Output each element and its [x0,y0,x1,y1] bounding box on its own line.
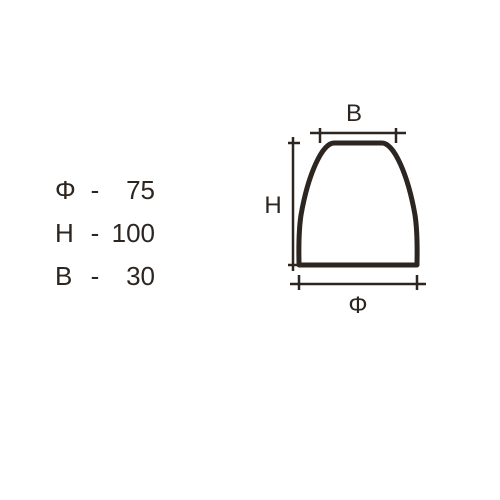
dimension-dash: - [85,261,105,292]
dimension-value-h: 100 [105,218,155,249]
dimension-row-h: H - 100 [55,218,155,249]
dimension-row-b: B - 30 [55,261,155,292]
dimension-row-phi: Φ - 75 [55,175,155,206]
technical-diagram: B H Φ [260,95,440,325]
dome-shape [299,143,417,265]
dimension-dash: - [85,218,105,249]
dimension-symbol-h: H [55,218,85,249]
h-label: H [264,192,281,219]
phi-label: Φ [348,292,367,319]
b-label: B [346,100,362,127]
dimension-value-b: 30 [105,261,155,292]
dimension-list: Φ - 75 H - 100 B - 30 [55,175,155,304]
dimension-dash: - [85,175,105,206]
dome-profile-svg: B H Φ [260,95,440,325]
dimension-symbol-phi: Φ [55,175,85,206]
dimension-value-phi: 75 [105,175,155,206]
dimension-symbol-b: B [55,261,85,292]
